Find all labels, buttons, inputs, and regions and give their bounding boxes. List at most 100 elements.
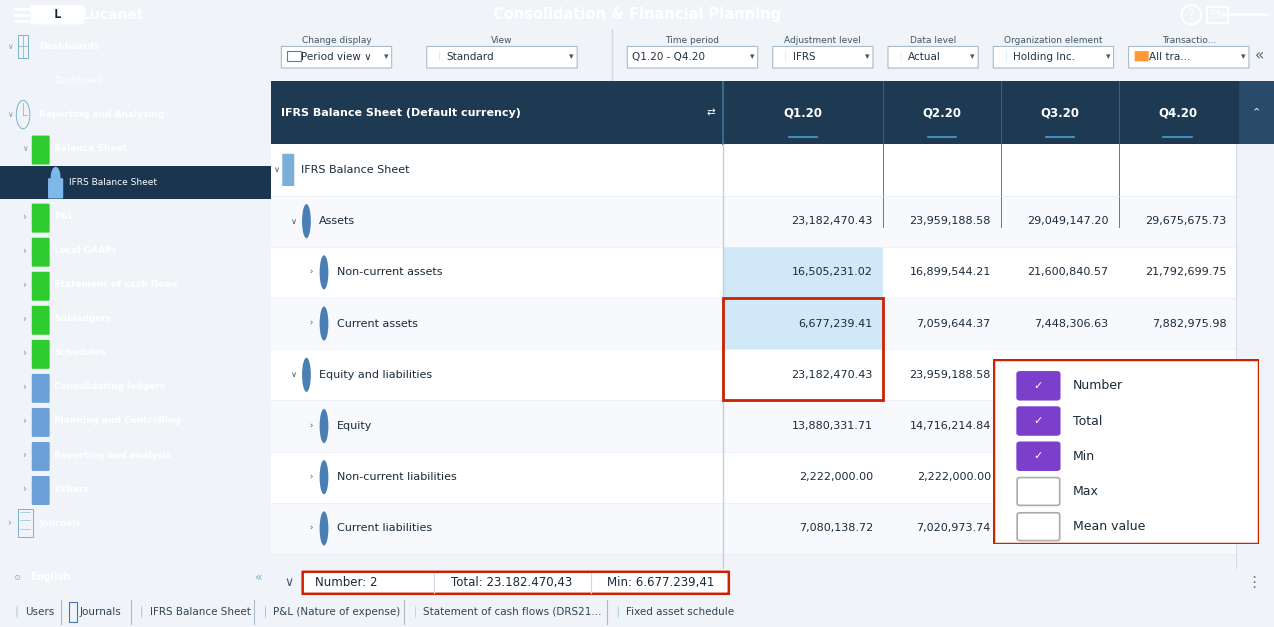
FancyBboxPatch shape [32, 340, 50, 369]
Text: IFRS Balance Sheet: IFRS Balance Sheet [69, 178, 157, 187]
Text: 7,882,975.98: 7,882,975.98 [1152, 319, 1227, 329]
Bar [271, 451, 1236, 503]
FancyBboxPatch shape [32, 204, 50, 233]
Text: Equity and liabilities: Equity and liabilities [318, 370, 432, 380]
Text: ∨: ∨ [292, 371, 298, 379]
FancyBboxPatch shape [1017, 372, 1060, 400]
FancyBboxPatch shape [1017, 513, 1060, 540]
Text: 7,020,973.74: 7,020,973.74 [916, 524, 991, 534]
Text: Planning and Controlling: Planning and Controlling [55, 416, 181, 426]
Bar [1238, 81, 1274, 144]
Text: 16,505,231.02: 16,505,231.02 [792, 267, 873, 277]
FancyBboxPatch shape [772, 46, 873, 68]
Text: Dashboards: Dashboards [39, 42, 99, 51]
Text: Standard: Standard [447, 51, 494, 61]
Text: ▾: ▾ [569, 52, 573, 61]
Text: ∨: ∨ [284, 576, 293, 589]
Text: «: « [255, 571, 262, 584]
Text: ✓: ✓ [1033, 451, 1043, 461]
Bar [288, 51, 302, 61]
Text: Number: 2: Number: 2 [315, 576, 377, 589]
FancyBboxPatch shape [48, 178, 64, 199]
Text: ›: › [22, 212, 25, 222]
Text: Schedules: Schedules [55, 349, 106, 357]
Text: 15,637,433.63: 15,637,433.63 [1028, 421, 1108, 431]
FancyBboxPatch shape [994, 46, 1113, 68]
Text: ›: › [22, 450, 25, 460]
Text: Assets: Assets [318, 216, 355, 226]
Text: Total: 23.182.470,43: Total: 23.182.470,43 [451, 576, 572, 589]
Text: ›: › [22, 484, 25, 494]
Text: 21,792,699.75: 21,792,699.75 [1145, 267, 1227, 277]
Text: 29,675,675.73: 29,675,675.73 [1145, 370, 1227, 380]
Circle shape [320, 460, 329, 494]
Text: Current liabilities: Current liabilities [336, 524, 432, 534]
Text: Total: Total [1073, 414, 1102, 428]
Text: Change display: Change display [302, 36, 372, 45]
Text: ✓: ✓ [1033, 381, 1043, 391]
Text: ✓: ✓ [1033, 416, 1043, 426]
Bar [271, 144, 1236, 196]
Text: 14,716,214.84: 14,716,214.84 [910, 421, 991, 431]
Text: 11,189,713.57: 11,189,713.57 [1027, 524, 1108, 534]
Text: Transactio...: Transactio... [1162, 36, 1215, 45]
Text: Reporting and Analyzing: Reporting and Analyzing [39, 110, 164, 119]
Text: Q1.20 - Q4.20: Q1.20 - Q4.20 [632, 51, 706, 61]
FancyBboxPatch shape [1017, 442, 1060, 470]
Bar [271, 298, 1236, 349]
Text: Users: Users [25, 607, 55, 617]
Text: IFRS: IFRS [792, 51, 815, 61]
FancyBboxPatch shape [32, 442, 50, 471]
Text: 12,019,204.04: 12,019,204.04 [1145, 524, 1227, 534]
Text: Others: Others [55, 485, 89, 493]
Text: 2,222,000.00: 2,222,000.00 [1034, 472, 1108, 482]
Text: «: « [1255, 48, 1264, 63]
Circle shape [1223, 14, 1269, 15]
Text: ›: › [22, 246, 25, 256]
Text: Period view ∨: Period view ∨ [302, 51, 372, 61]
Text: 2,222,000.00: 2,222,000.00 [916, 472, 991, 482]
Text: Local GAAPs: Local GAAPs [55, 246, 117, 255]
Text: Q1.20: Q1.20 [784, 106, 822, 119]
Text: ⋮: ⋮ [1246, 576, 1261, 590]
Text: ›: › [22, 280, 25, 290]
Text: ∨: ∨ [22, 144, 27, 153]
Circle shape [302, 204, 311, 238]
Text: EN: EN [1210, 10, 1226, 19]
Text: ›: › [22, 348, 25, 358]
Bar [69, 603, 76, 621]
Text: 16,899,544.21: 16,899,544.21 [910, 267, 991, 277]
FancyBboxPatch shape [1017, 407, 1060, 435]
FancyBboxPatch shape [32, 135, 50, 164]
Text: IFRS Balance Sheet (Default currency): IFRS Balance Sheet (Default currency) [282, 108, 521, 118]
Text: View: View [492, 36, 512, 45]
Text: Lucanet: Lucanet [82, 8, 144, 22]
Text: Organization element: Organization element [1004, 36, 1103, 45]
Text: Q2.20: Q2.20 [922, 106, 962, 119]
Text: All tra...: All tra... [1149, 51, 1190, 61]
Bar [722, 298, 883, 349]
Circle shape [320, 409, 329, 443]
Text: ›: › [6, 518, 10, 528]
Text: Equity: Equity [336, 421, 372, 431]
Text: 6,677,239.41: 6,677,239.41 [799, 319, 873, 329]
Text: 29,049,147.20: 29,049,147.20 [1027, 370, 1108, 380]
Bar [18, 509, 33, 537]
Text: 21,600,840.57: 21,600,840.57 [1027, 267, 1108, 277]
Bar [271, 401, 1236, 451]
Bar [271, 503, 1236, 554]
Text: Subledgers: Subledgers [55, 314, 112, 324]
Text: Statement of cash flows (DRS21...: Statement of cash flows (DRS21... [423, 607, 601, 617]
Text: Statement of cash flows: Statement of cash flows [55, 280, 178, 289]
Text: Min: 6.677.239,41: Min: 6.677.239,41 [608, 576, 715, 589]
Text: Holding Inc.: Holding Inc. [1013, 51, 1075, 61]
Circle shape [320, 255, 329, 290]
Bar [271, 247, 1236, 298]
Text: ›: › [22, 382, 25, 392]
FancyBboxPatch shape [32, 271, 50, 301]
FancyBboxPatch shape [888, 46, 978, 68]
Text: Q4.20: Q4.20 [1158, 106, 1198, 119]
Text: Data level: Data level [910, 36, 957, 45]
FancyBboxPatch shape [427, 46, 577, 68]
Text: ▾: ▾ [865, 52, 869, 61]
